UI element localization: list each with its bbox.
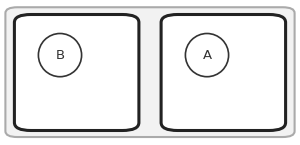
FancyBboxPatch shape bbox=[5, 7, 295, 137]
Text: B: B bbox=[56, 49, 64, 62]
Text: A: A bbox=[202, 49, 211, 62]
FancyBboxPatch shape bbox=[14, 14, 139, 130]
Ellipse shape bbox=[38, 33, 82, 77]
Ellipse shape bbox=[185, 33, 229, 77]
FancyBboxPatch shape bbox=[161, 14, 286, 130]
